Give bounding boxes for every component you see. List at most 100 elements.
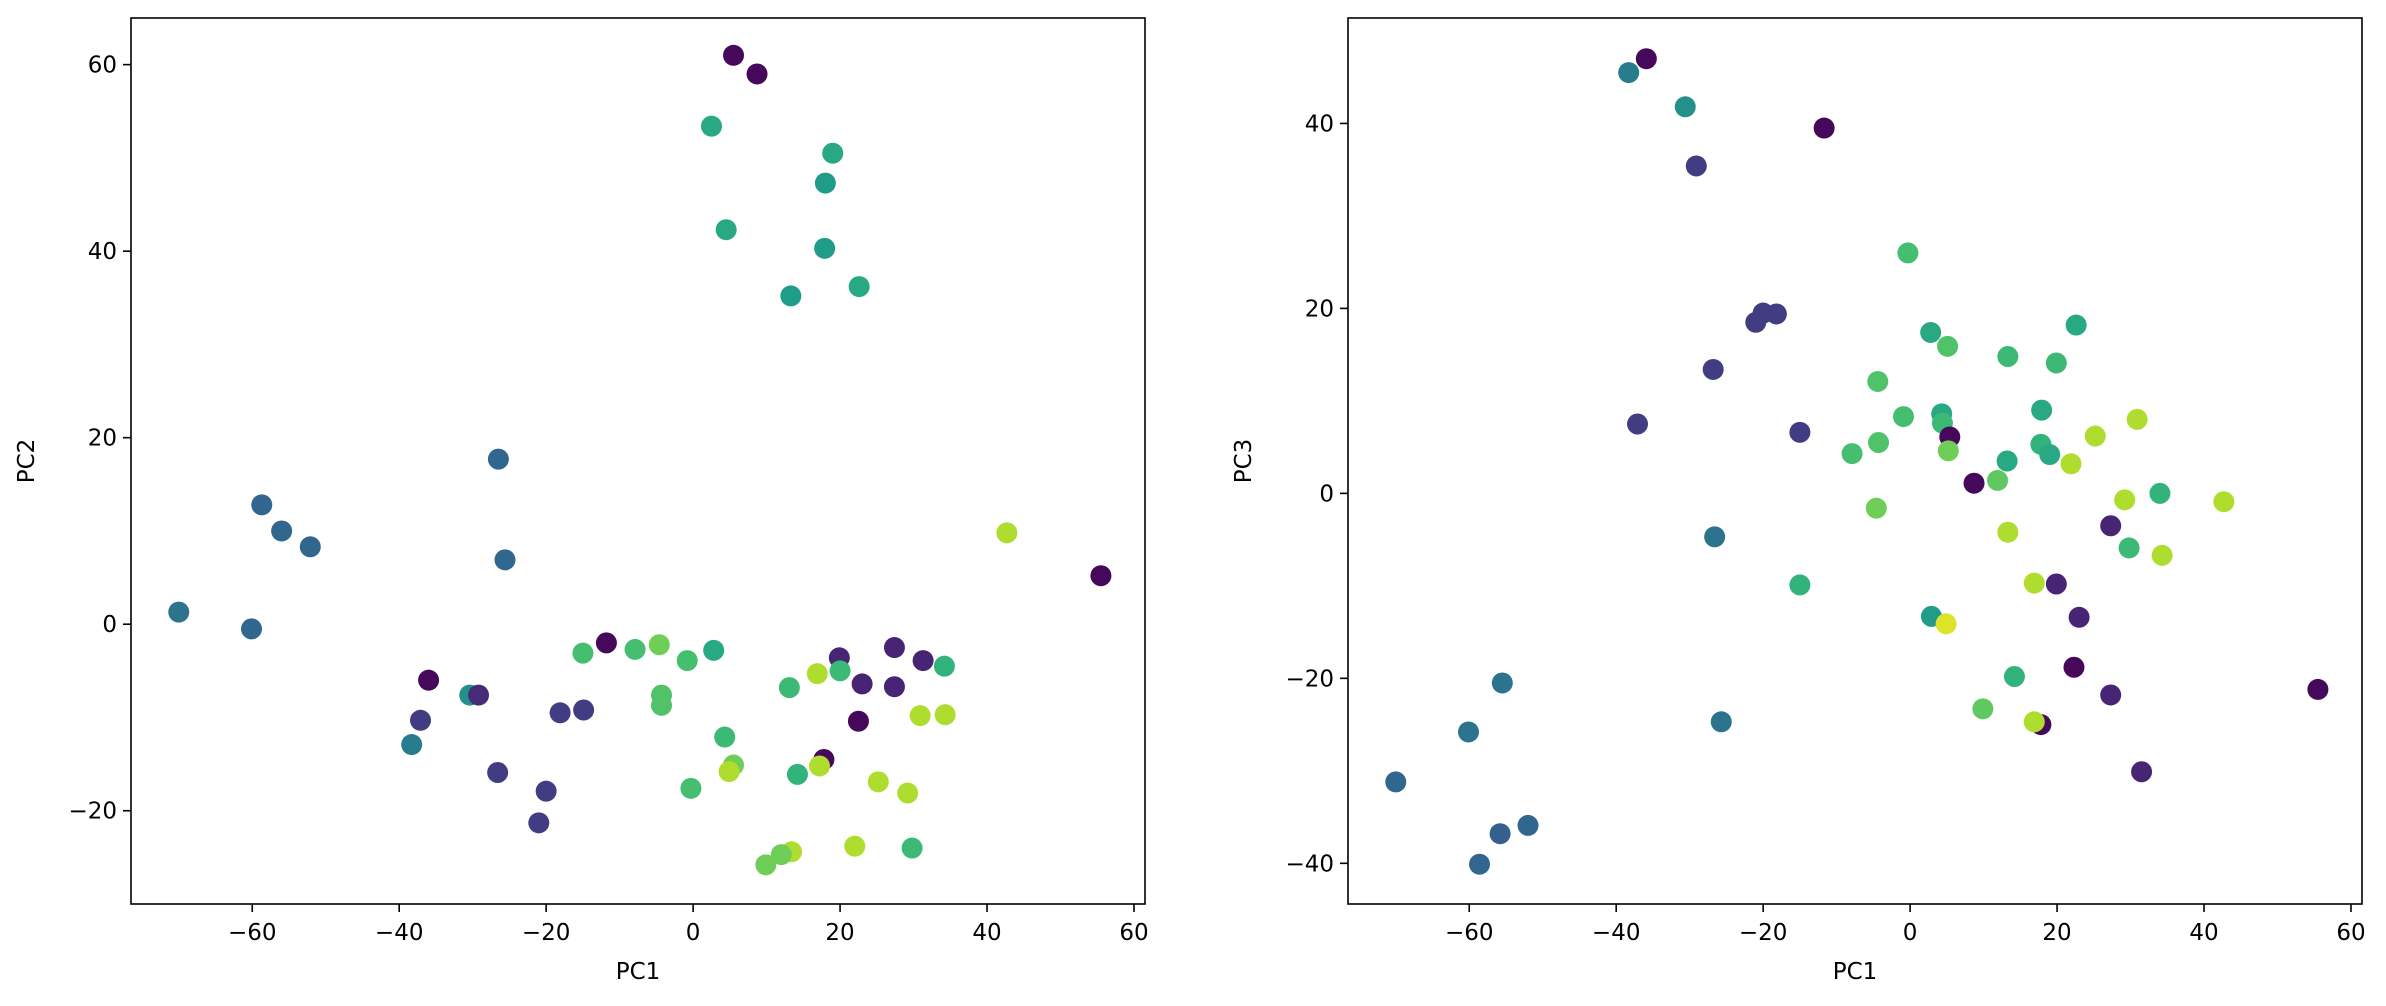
scatter-point xyxy=(1997,345,2019,367)
scatter-point xyxy=(1865,497,1887,519)
scatter-point xyxy=(651,694,673,716)
x-tick-label: 40 xyxy=(972,920,1001,946)
scatter-point xyxy=(912,650,934,672)
scatter-point xyxy=(1789,574,1811,596)
scatter-point xyxy=(535,780,557,802)
scatter-point xyxy=(1627,413,1649,435)
scatter-point xyxy=(487,761,509,783)
scatter-point xyxy=(168,601,190,623)
scatter-point xyxy=(2213,491,2235,513)
y-tick-label: 20 xyxy=(1305,296,1334,322)
scatter-point xyxy=(1892,406,1914,428)
scatter-point xyxy=(2031,399,2053,421)
scatter-point xyxy=(2023,711,2045,733)
scatter-point xyxy=(2063,656,2085,678)
scatter-point xyxy=(2060,453,2082,475)
x-tick-label: 0 xyxy=(1903,920,1918,946)
scatter-point xyxy=(822,142,844,164)
y-axis-ticks: −40 −20 0 20 40 xyxy=(1285,111,1348,877)
scatter-point xyxy=(494,549,516,571)
scatter-point xyxy=(714,726,736,748)
y-tick-label: 0 xyxy=(102,612,117,638)
scatter-point xyxy=(1963,472,1985,494)
scatter-point xyxy=(2114,489,2136,511)
scatter-point xyxy=(676,650,698,672)
scatter-point xyxy=(2045,352,2067,374)
scatter-point xyxy=(2045,573,2067,595)
x-tick-label: −40 xyxy=(375,920,424,946)
y-tick-label: 0 xyxy=(1319,481,1334,507)
scatter-point xyxy=(1618,62,1640,84)
scatter-point xyxy=(468,684,490,706)
pc1-pc3-scatter-panel: −60 −40 −20 0 20 40 60 −40 −20 0 20 40 PC1 PC3 xyxy=(1231,17,2366,985)
scatter-point xyxy=(814,237,836,259)
scatter-point xyxy=(814,172,836,194)
scatter-point xyxy=(1674,96,1696,118)
scatter-point xyxy=(808,755,830,777)
scatter-point xyxy=(933,655,955,677)
y-axis-label: PC2 xyxy=(14,439,40,484)
pc1-pc2-scatter-panel: −60 −40 −20 0 20 40 60 −20 0 20 40 60 PC1 PC2 xyxy=(14,17,1149,985)
scatter-point xyxy=(1841,443,1863,465)
scatter-point xyxy=(715,219,737,241)
scatter-point xyxy=(1491,672,1513,694)
scatter-point xyxy=(2100,515,2122,537)
scatter-point xyxy=(1897,242,1919,264)
x-tick-label: 60 xyxy=(1119,920,1148,946)
scatter-point xyxy=(786,763,808,785)
scatter-point xyxy=(2039,444,2061,466)
scatter-point xyxy=(1517,814,1539,836)
scatter-point xyxy=(847,710,869,732)
scatter-point xyxy=(1789,421,1811,443)
scatter-point xyxy=(1685,155,1707,177)
scatter-point xyxy=(410,709,432,731)
scatter-point xyxy=(1935,613,1957,635)
scatter-points xyxy=(1385,48,2329,875)
scatter-point xyxy=(1937,335,1959,357)
scatter-point xyxy=(883,637,905,659)
scatter-point xyxy=(1937,440,1959,462)
scatter-point xyxy=(1710,711,1732,733)
scatter-point xyxy=(2023,572,2045,594)
scatter-point xyxy=(1920,321,1942,343)
scatter-point xyxy=(867,771,889,793)
scatter-point xyxy=(770,844,792,866)
x-tick-label: −40 xyxy=(1592,920,1641,946)
scatter-point xyxy=(1972,698,1994,720)
scatter-point xyxy=(271,520,293,542)
x-tick-label: 20 xyxy=(825,920,854,946)
scatter-point xyxy=(844,835,866,857)
scatter-point xyxy=(2118,537,2140,559)
x-axis-ticks: −60 −40 −20 0 20 40 60 xyxy=(228,904,1149,946)
scatter-point xyxy=(2065,314,2087,336)
scatter-point xyxy=(2100,684,2122,706)
x-tick-label: −60 xyxy=(228,920,277,946)
scatter-point xyxy=(1997,521,2019,543)
scatter-point xyxy=(848,276,870,298)
scatter-point xyxy=(1489,823,1511,845)
scatter-point xyxy=(680,777,702,799)
x-tick-label: 60 xyxy=(2336,920,2365,946)
scatter-point xyxy=(2126,408,2148,430)
scatter-point xyxy=(528,812,550,834)
scatter-point xyxy=(755,854,777,876)
scatter-point xyxy=(934,704,956,726)
scatter-point xyxy=(1765,303,1787,325)
scatter-point xyxy=(746,63,768,85)
x-tick-label: 20 xyxy=(2042,920,2071,946)
scatter-point xyxy=(909,705,931,727)
scatter-point xyxy=(723,44,745,66)
y-tick-label: −20 xyxy=(68,799,117,825)
x-tick-label: 0 xyxy=(686,920,701,946)
y-tick-label: 40 xyxy=(88,239,117,265)
scatter-point xyxy=(401,734,423,756)
x-tick-label: −60 xyxy=(1445,920,1494,946)
scatter-point xyxy=(487,448,509,470)
y-axis-ticks: −20 0 20 40 60 xyxy=(68,53,131,825)
scatter-point xyxy=(1987,469,2009,491)
scatter-point xyxy=(418,669,440,691)
scatter-point xyxy=(778,677,800,699)
scatter-point xyxy=(572,642,594,664)
scatter-point xyxy=(1704,526,1726,548)
y-tick-label: 60 xyxy=(88,53,117,79)
